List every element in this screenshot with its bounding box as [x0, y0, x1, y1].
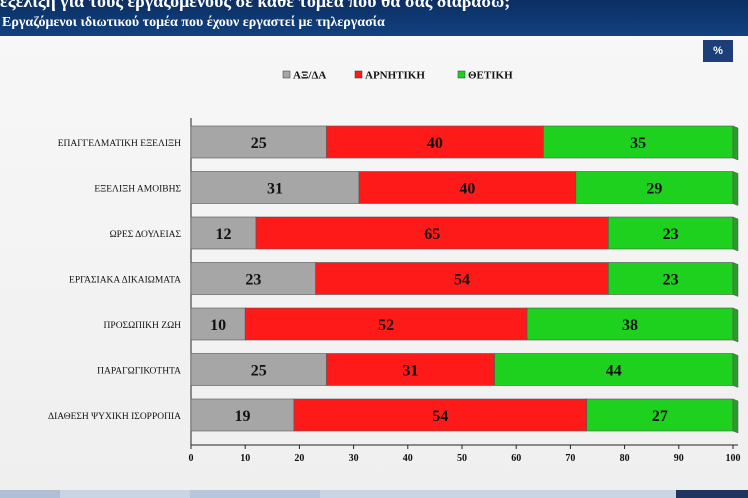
bar-segment: [293, 398, 587, 432]
legend-label: ΑΡΝΗΤΙΚΗ: [365, 70, 425, 82]
percent-badge: %: [703, 40, 733, 62]
bar-segment: [608, 216, 734, 250]
category-label: ΕΠΑΓΓΕΛΜΑΤΙΚΗ ΕΞΕΛΙΞΗ: [58, 139, 181, 149]
bar-segment: [190, 125, 327, 159]
data-label: 65: [424, 226, 440, 243]
bar-segment: [190, 216, 257, 250]
x-tick-label: 10: [240, 453, 250, 464]
bar-segment: [190, 262, 316, 295]
data-label: 27: [652, 408, 668, 425]
legend-label: ΘΕΤΙΚΗ: [468, 70, 513, 82]
bar-end-face: [732, 171, 739, 206]
header-banner: εξέλιξη για τους εργαζόμενους σε κάθε το…: [0, 0, 748, 36]
data-label: 38: [622, 317, 638, 334]
data-label: 54: [454, 272, 470, 289]
x-tick-label: 0: [189, 453, 194, 464]
x-tick-label: 60: [511, 453, 521, 464]
category-label: ΩΡΕΣ ΔΟΥΛΕΙΑΣ: [110, 230, 182, 240]
chart-question-title: εξέλιξη για τους εργαζόμενους σε κάθε το…: [0, 0, 511, 11]
bar-segment: [255, 216, 609, 250]
x-tick-label: 40: [403, 453, 413, 464]
category-label: ΕΞΕΛΙΞΗ ΑΜΟΙΒΗΣ: [94, 185, 181, 195]
data-label: 31: [403, 363, 419, 380]
bar-segment: [494, 353, 734, 386]
bar-segment: [326, 353, 495, 386]
x-tick-label: 50: [457, 453, 467, 464]
x-tick-label: 70: [565, 453, 575, 464]
data-label: 23: [663, 272, 679, 289]
bar-segment: [326, 125, 544, 159]
bar-end-face: [732, 262, 739, 297]
category-label: ΠΑΡΑΓΩΓΙΚΟΤΗΤΑ: [97, 367, 181, 377]
data-label: 40: [459, 181, 475, 198]
bar-segment: [542, 125, 734, 159]
data-label: 52: [378, 317, 394, 334]
footer-segment: [190, 490, 320, 498]
data-label: 10: [210, 317, 226, 334]
bar-segment: [358, 171, 577, 204]
data-label: 12: [216, 226, 232, 243]
logo-icon: [676, 490, 748, 498]
x-tick-label: 80: [620, 453, 630, 464]
bar-segment: [575, 171, 734, 204]
legend-swatch: [354, 70, 363, 79]
footer-bar: [0, 490, 748, 498]
data-label: 25: [251, 363, 267, 380]
bar-segment: [315, 262, 609, 295]
footer-segment: [0, 490, 60, 498]
bar-segment: [190, 307, 246, 341]
data-label: 54: [432, 408, 448, 425]
data-label: 19: [234, 408, 250, 425]
data-label: 29: [646, 181, 662, 198]
x-tick-label: 100: [726, 453, 741, 464]
chart-subtitle: Εργαζόμενοι ιδιωτικού τομέα που έχουν ερ…: [2, 15, 385, 30]
bar-segment: [526, 307, 734, 341]
x-tick-label: 20: [294, 453, 304, 464]
data-label: 35: [630, 135, 646, 152]
bar-segment: [190, 171, 360, 204]
category-label: ΠΡΟΣΩΠΙΚΗ ΖΩΗ: [104, 321, 182, 331]
bar-end-face: [732, 125, 739, 161]
data-label: 40: [427, 135, 443, 152]
category-label: ΕΡΓΑΣΙΑΚΑ ΔΙΚΑΙΩΜΑΤΑ: [69, 276, 181, 286]
bar-segment: [608, 262, 734, 295]
data-label: 25: [251, 135, 267, 152]
data-label: 23: [245, 272, 261, 289]
category-label: ΔΙΑΘΕΣΗ ΨΥΧΙΚΗ ΙΣΟΡΡΟΠΙΑ: [48, 412, 181, 422]
bar-segment: [586, 398, 734, 432]
bar-segment: [244, 307, 528, 341]
bar-end-face: [732, 398, 739, 434]
data-label: 31: [267, 181, 283, 198]
bar-segment: [190, 353, 327, 386]
bar-end-face: [732, 353, 739, 388]
bar-end-face: [732, 216, 739, 252]
legend-swatch: [457, 70, 466, 79]
data-label: 23: [663, 226, 679, 243]
bar-end-face: [732, 307, 739, 343]
legend-label: ΑΞ/ΔΑ: [293, 70, 326, 82]
x-tick-label: 30: [349, 453, 359, 464]
data-label: 44: [606, 363, 622, 380]
legend-swatch: [282, 70, 291, 79]
x-tick-label: 90: [674, 453, 684, 464]
